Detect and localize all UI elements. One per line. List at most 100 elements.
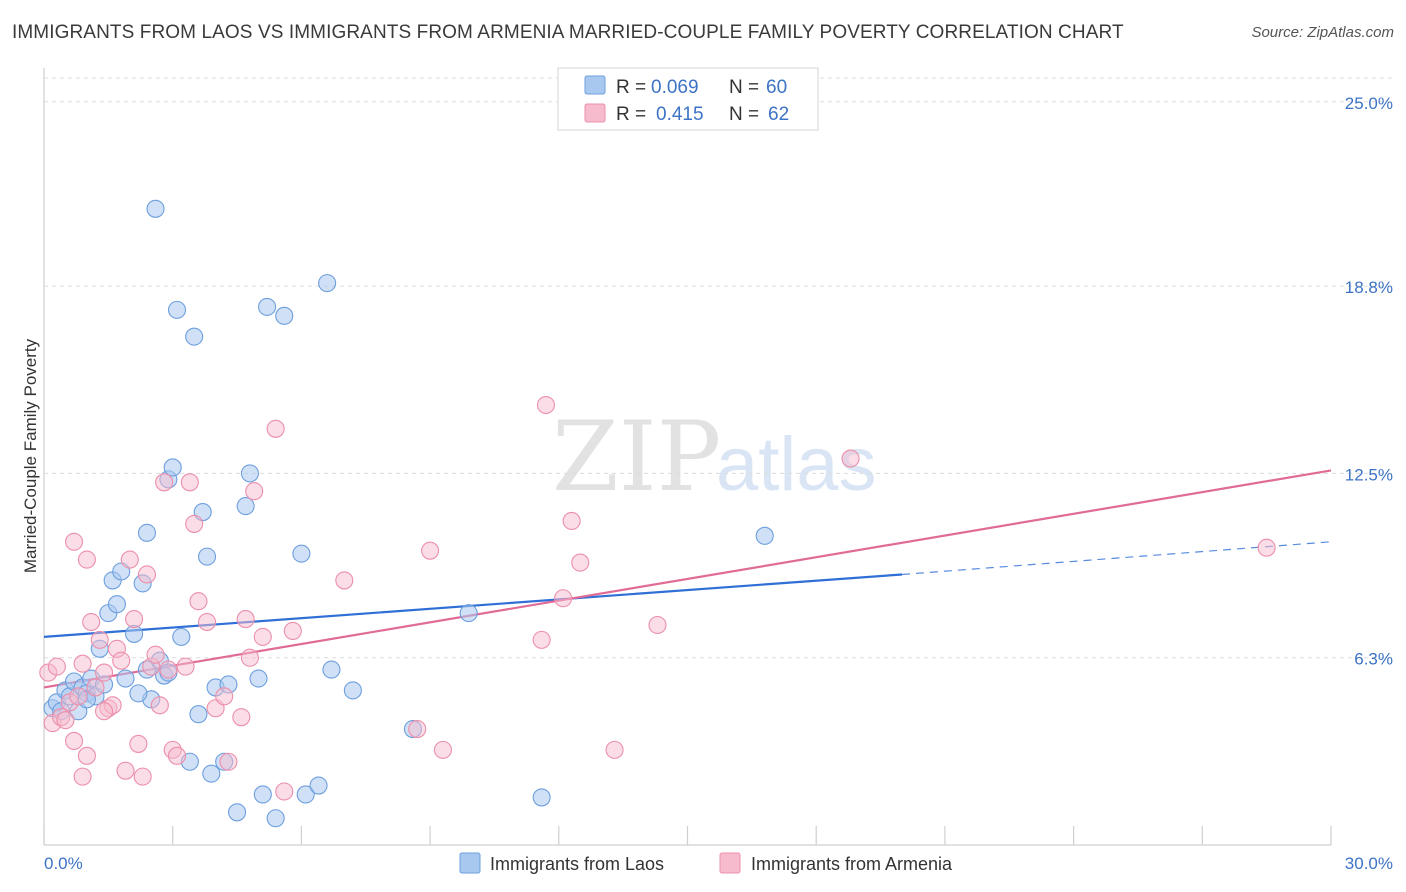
y-tick-label: 25.0% [1345,94,1393,113]
armenia-point [159,660,178,679]
laos-point [249,669,268,688]
armenia-point [116,761,135,780]
watermark: ZIP atlas [552,401,877,513]
armenia-point [167,746,187,765]
armenia-point [562,511,581,531]
laos-point [137,523,157,542]
armenia-point [605,740,624,759]
armenia-point [95,663,114,682]
armenia-point [215,687,234,706]
x-tick-label-min: 0.0% [44,854,83,873]
laos-point [163,458,182,477]
legend-n-value-laos: 60 [766,77,787,98]
armenia-point [150,696,169,715]
legend-swatch-laos [584,75,606,95]
armenia-point [554,589,573,608]
legend-r-label-laos: R = [616,77,646,98]
armenia-point [180,473,199,492]
laos-point [202,764,221,783]
armenia-point [56,711,75,730]
laos-point [275,306,294,325]
laos-point [185,327,204,346]
armenia-point [82,612,101,632]
series-armenia-points [39,395,1276,801]
laos-point [228,803,247,822]
armenia-point [112,651,131,670]
watermark-zip: ZIP [552,401,721,513]
armenia-point [155,473,174,492]
laos-point [129,684,148,703]
armenia-point [240,648,259,667]
armenia-point [133,767,152,786]
armenia-point [64,731,84,750]
armenia-point [77,746,96,765]
armenia-point [129,734,148,753]
laos-point [197,547,217,566]
source-credit: Source: ZipAtlas.com [1251,24,1394,41]
bottom-legend-label-armenia: Immigrants from Armenia [751,854,953,874]
trend-line-laos-extension [901,541,1332,576]
laos-point [236,497,255,516]
laos-point [322,660,341,679]
armenia-point [73,767,92,786]
legend-n-value-armenia: 62 [768,104,789,125]
laos-point [240,464,259,483]
armenia-point [73,654,92,673]
armenia-point [185,514,204,533]
laos-point [172,627,191,646]
laos-point [343,681,362,700]
legend-r-value-armenia: 0.415 [656,104,704,125]
armenia-point [120,550,139,569]
armenia-point [64,532,84,551]
armenia-point [421,541,440,560]
chart-title: IMMIGRANTS FROM LAOS VS IMMIGRANTS FROM … [12,22,1124,43]
x-tick-labels: 0.0% 30.0% [44,854,1393,873]
armenia-point [146,645,165,664]
laos-point [167,300,187,319]
legend-n-label-laos: N = [729,77,759,98]
armenia-point [283,621,302,641]
y-tick-labels: 6.3% 12.5% 18.8% 25.0% [1345,94,1393,669]
armenia-point [47,657,66,676]
legend-n-label-armenia: N = [729,104,759,125]
armenia-point [232,708,251,727]
armenia-point [176,657,195,676]
armenia-point [86,678,105,697]
laos-point [755,526,774,545]
legend-r-label-armenia: R = [616,104,646,125]
laos-point [318,274,337,293]
armenia-point [433,740,453,759]
y-tick-label: 18.8% [1345,278,1393,297]
armenia-point [137,565,157,584]
y-tick-label: 12.5% [1345,465,1393,484]
armenia-point [335,571,354,590]
armenia-point [571,553,590,572]
armenia-point [1257,538,1276,557]
armenia-point [245,482,264,501]
x-tick-label-max: 30.0% [1345,854,1393,873]
laos-point [253,785,272,804]
armenia-point [189,592,208,611]
armenia-point [95,702,114,721]
laos-point [292,544,311,563]
bottom-legend-swatch-laos [459,852,481,874]
armenia-point [408,720,427,739]
armenia-point [125,610,144,629]
laos-point [309,776,328,795]
axes [43,68,1332,846]
series-legend: Immigrants from Laos Immigrants from Arm… [459,852,953,874]
armenia-point [532,630,551,649]
bottom-legend-label-laos: Immigrants from Laos [490,854,664,874]
armenia-point [266,419,285,438]
armenia-point [90,630,109,649]
series-laos-points [43,199,774,828]
armenia-point [197,612,217,632]
bottom-legend-swatch-armenia [719,852,741,874]
y-axis-title: Married-Couple Family Poverty [21,338,40,573]
armenia-point [275,782,294,801]
laos-point [532,788,551,807]
armenia-point [536,395,555,415]
laos-point [107,595,126,614]
laos-point [116,669,135,688]
